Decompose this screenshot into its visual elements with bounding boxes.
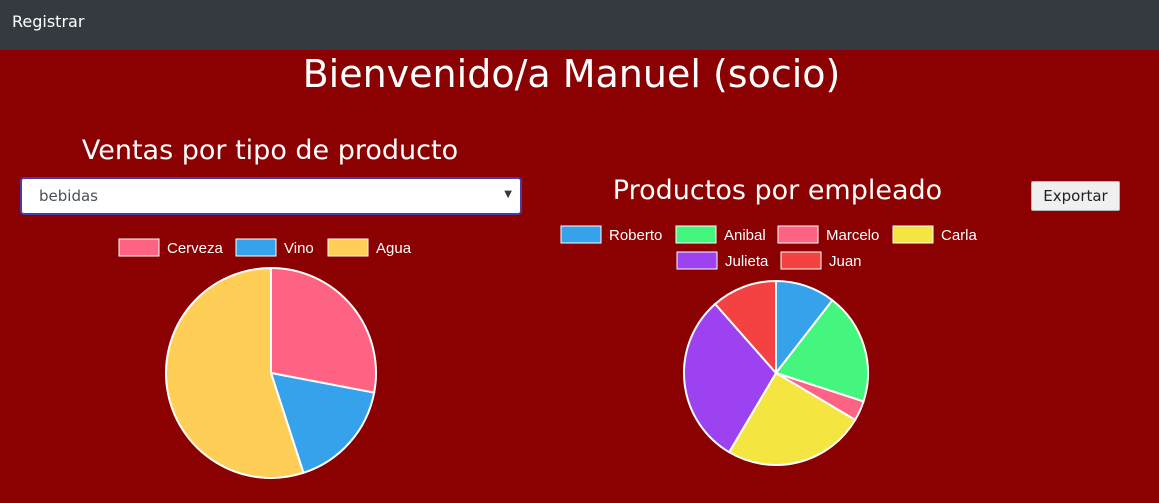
product-type-select-value: bebidas [39, 187, 98, 205]
sales-chart-title: Ventas por tipo de producto [81, 135, 459, 166]
legend-swatch-julieta[interactable] [676, 251, 718, 270]
legend-swatch-roberto[interactable] [560, 225, 602, 244]
legend-swatch-cerveza[interactable] [118, 238, 160, 257]
pie-slice-juan[interactable] [713, 279, 777, 376]
export-button[interactable]: Exportar [1031, 181, 1120, 211]
pie-slice-vino[interactable] [269, 371, 376, 475]
legend-label-anibal[interactable]: Anibal [724, 227, 766, 244]
product-type-select[interactable]: bebidas ▼ [20, 177, 522, 215]
page-title: Bienvenido/a Manuel (socio) [302, 52, 841, 96]
pie-slice-carla[interactable] [727, 371, 857, 466]
pie-slice-agua[interactable] [165, 266, 305, 479]
pie-slice-cerveza[interactable] [270, 266, 377, 394]
legend-label-carla[interactable]: Carla [941, 227, 978, 244]
legend-swatch-vino[interactable] [235, 238, 277, 257]
legend-label-marcelo[interactable]: Marcelo [826, 227, 879, 244]
legend-label-vino[interactable]: Vino [284, 240, 314, 257]
employee-chart-title: Productos por empleado [612, 175, 943, 206]
legend-label-roberto[interactable]: Roberto [609, 227, 662, 244]
legend-label-agua[interactable]: Agua [376, 240, 412, 257]
register-link[interactable]: Registrar [12, 12, 85, 31]
legend-swatch-anibal[interactable] [675, 225, 717, 244]
legend-label-cerveza[interactable]: Cerveza [167, 240, 224, 257]
legend-swatch-agua[interactable] [327, 238, 369, 257]
legend-swatch-juan[interactable] [780, 251, 822, 270]
legend-label-juan[interactable]: Juan [829, 253, 862, 270]
chevron-down-icon: ▼ [504, 189, 512, 200]
pie-slice-anibal[interactable] [774, 298, 869, 403]
legend-label-julieta[interactable]: Julieta [725, 253, 769, 270]
legend-swatch-carla[interactable] [892, 225, 934, 244]
navbar: Registrar [0, 0, 1159, 50]
legend-swatch-marcelo[interactable] [777, 225, 819, 244]
pie-slice-julieta[interactable] [683, 302, 778, 454]
